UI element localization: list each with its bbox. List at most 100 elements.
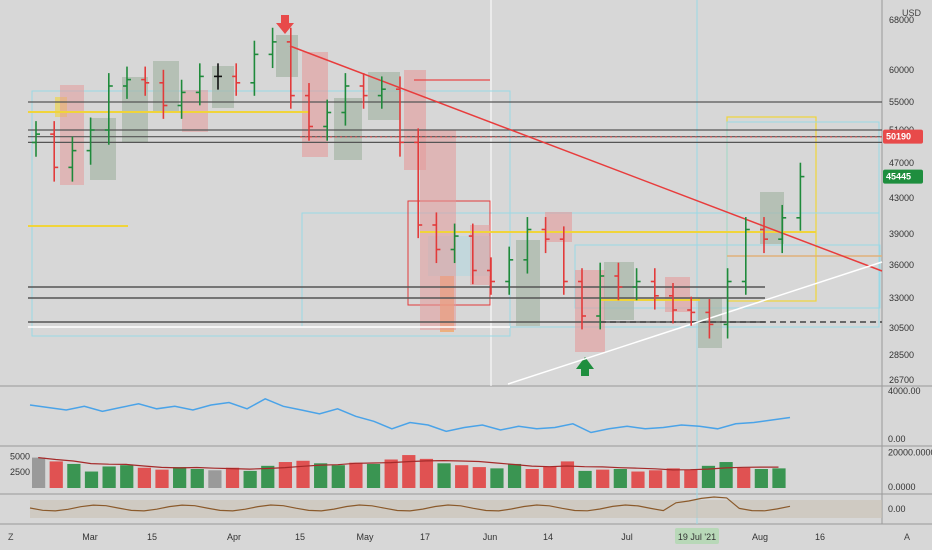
volume-bar[interactable] — [261, 465, 275, 488]
volume-bar[interactable] — [772, 468, 786, 488]
volume-bar[interactable] — [490, 468, 504, 488]
volume-ma-line — [38, 457, 779, 471]
volume-bar[interactable] — [684, 469, 698, 488]
volume-bar[interactable] — [155, 469, 169, 488]
time-tick-label: May — [356, 532, 374, 542]
marker-price-tag — [883, 129, 923, 144]
time-tick-label: 19 Jul '21 — [678, 532, 716, 542]
volume-right-tick-label: 20000.0000 — [888, 447, 932, 457]
volume-bar[interactable] — [32, 457, 46, 488]
volume-bar[interactable] — [560, 461, 575, 488]
time-axis-highlight — [675, 528, 719, 544]
last-price-tag — [883, 169, 923, 184]
volume-bar[interactable] — [666, 468, 680, 488]
volume-bar[interactable] — [525, 469, 539, 488]
volume-bar[interactable] — [737, 467, 751, 488]
descending-trendline — [289, 45, 883, 272]
price-tick-label: 55000 — [889, 97, 914, 107]
volume-bar[interactable] — [331, 465, 345, 488]
momentum-line — [29, 496, 791, 512]
volume-bar[interactable] — [49, 461, 63, 488]
momentum-band — [30, 500, 882, 518]
price-axis-area[interactable] — [882, 0, 932, 386]
volume-bar[interactable] — [402, 455, 416, 488]
price-tick-label: 47000 — [889, 158, 914, 168]
volume-bar[interactable] — [648, 470, 663, 488]
oscillator-tick-label: 0.00 — [888, 434, 906, 444]
time-tick-label: 17 — [420, 532, 430, 542]
down-arrow-icon — [276, 15, 294, 34]
time-tick-label: Aug — [752, 532, 768, 542]
volume-bar[interactable] — [613, 469, 627, 488]
time-tick-label: 15 — [147, 532, 157, 542]
currency-label: USD — [902, 8, 922, 18]
shaded-zone — [302, 52, 328, 157]
price-tick-label: 43000 — [889, 193, 914, 203]
volume-bar[interactable] — [754, 469, 768, 488]
volume-bar[interactable] — [437, 463, 451, 488]
price-tick-label: 60000 — [889, 65, 914, 75]
volume-right-tick-label: 0.0000 — [888, 482, 916, 492]
overlay-zones — [31, 35, 881, 352]
shaded-zone — [665, 277, 690, 312]
price-tick-label: 33000 — [889, 293, 914, 303]
price-tick-label: 28500 — [889, 350, 914, 360]
time-tick-label: 16 — [815, 532, 825, 542]
shaded-zone — [276, 35, 298, 77]
oscillator-tick-label: 4000.00 — [888, 386, 921, 396]
time-tick-label: 15 — [295, 532, 305, 542]
corner-right-label[interactable]: A — [904, 532, 911, 542]
shaded-zone — [368, 72, 400, 120]
volume-bar[interactable] — [419, 458, 434, 488]
volume-bar[interactable] — [173, 467, 187, 488]
volume-bar[interactable] — [67, 463, 81, 488]
volume-bar[interactable] — [225, 467, 240, 488]
price-tick-label: 39000 — [889, 229, 914, 239]
volume-bar[interactable] — [543, 466, 557, 488]
price-tick-label: 26700 — [889, 375, 914, 385]
volume-bar[interactable] — [296, 460, 310, 488]
marker-price-tag-text: 50190 — [886, 132, 911, 142]
price-tick-label: 36000 — [889, 260, 914, 270]
time-tick-label: Jun — [483, 532, 498, 542]
volume-bar[interactable] — [84, 471, 99, 488]
volume-bar[interactable] — [596, 469, 610, 488]
shaded-zone — [420, 130, 456, 330]
time-tick-label: 14 — [543, 532, 553, 542]
volume-left-tick-label: 2500 — [10, 467, 30, 477]
time-tick-label: Jul — [621, 532, 633, 542]
volume-bar[interactable] — [243, 470, 257, 488]
volume-bar[interactable] — [278, 462, 293, 488]
volume-left-tick-label: 5000 — [10, 451, 30, 461]
volume-bar[interactable] — [719, 462, 733, 488]
volume-bar[interactable] — [472, 467, 486, 488]
shaded-zone — [545, 212, 572, 242]
shaded-zone — [90, 118, 116, 180]
volume-bar[interactable] — [190, 469, 204, 488]
volume-bar[interactable] — [349, 462, 363, 488]
volume-bar[interactable] — [366, 463, 381, 488]
time-tick-label: Apr — [227, 532, 241, 542]
volume-bar[interactable] — [137, 467, 151, 488]
price-tick-label: 68000 — [889, 15, 914, 25]
highlight-box — [726, 121, 880, 309]
ascending-trendline — [507, 261, 883, 385]
momentum-tick-label: 0.00 — [888, 504, 906, 514]
volume-bar[interactable] — [384, 459, 398, 489]
volume-bar[interactable] — [208, 470, 222, 488]
volume-bar[interactable] — [507, 463, 522, 488]
volume-bar[interactable] — [701, 465, 716, 488]
corner-left-label[interactable]: Z — [8, 532, 14, 542]
volume-bar[interactable] — [631, 471, 645, 488]
volume-bar[interactable] — [455, 465, 469, 488]
volume-bar[interactable] — [578, 470, 592, 488]
volume-bar[interactable] — [314, 463, 328, 488]
shaded-zone — [334, 98, 362, 160]
time-tick-label: Mar — [82, 532, 98, 542]
last-price-tag-text: 45445 — [886, 172, 911, 182]
price-tick-label: 30500 — [889, 323, 914, 333]
volume-bar[interactable] — [120, 465, 134, 488]
oscillator-line — [29, 397, 791, 434]
volume-bar[interactable] — [102, 466, 116, 488]
